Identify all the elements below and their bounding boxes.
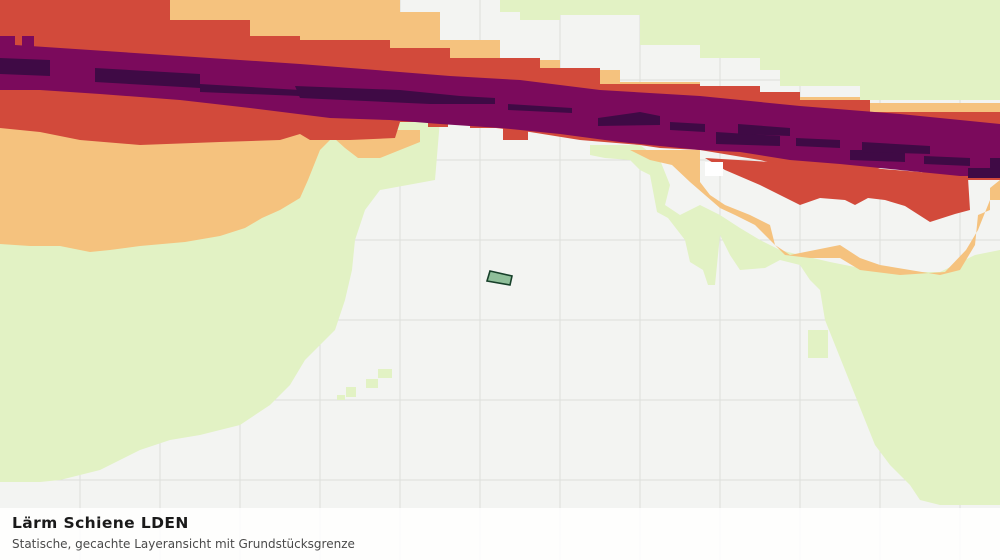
layer-caption: Lärm Schiene LDEN Statische, gecachte La… xyxy=(0,508,1000,560)
land-parcel[interactable] xyxy=(485,270,513,286)
layer-title: Lärm Schiene LDEN xyxy=(12,514,189,532)
noise-zone-highest xyxy=(0,58,1000,178)
map-gap xyxy=(705,162,723,176)
noise-zone-lowest xyxy=(0,0,1000,505)
layer-subtitle: Statische, gecachte Layeransicht mit Gru… xyxy=(12,537,355,551)
